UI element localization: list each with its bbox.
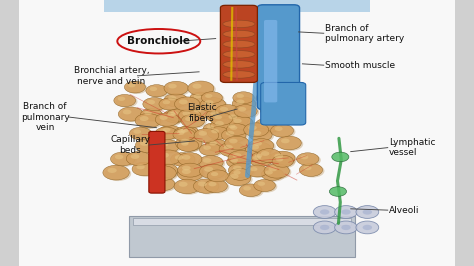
- Circle shape: [356, 206, 379, 218]
- Circle shape: [258, 150, 283, 164]
- Circle shape: [125, 81, 146, 93]
- Circle shape: [264, 105, 273, 110]
- Circle shape: [176, 136, 202, 151]
- Circle shape: [209, 128, 231, 140]
- Circle shape: [208, 110, 233, 124]
- Circle shape: [179, 182, 188, 187]
- Circle shape: [192, 107, 213, 119]
- Circle shape: [156, 140, 180, 153]
- Circle shape: [168, 84, 177, 89]
- Circle shape: [203, 158, 211, 163]
- Circle shape: [155, 180, 164, 184]
- Circle shape: [249, 153, 273, 166]
- Circle shape: [209, 171, 230, 183]
- Circle shape: [363, 209, 372, 215]
- Circle shape: [179, 168, 205, 182]
- Circle shape: [211, 172, 218, 176]
- Circle shape: [168, 110, 190, 122]
- Circle shape: [228, 157, 250, 169]
- Circle shape: [157, 151, 183, 166]
- Circle shape: [261, 168, 283, 181]
- Circle shape: [129, 127, 152, 140]
- Circle shape: [152, 167, 178, 182]
- Circle shape: [118, 107, 143, 121]
- Circle shape: [248, 125, 257, 130]
- Circle shape: [270, 151, 295, 165]
- Text: Smooth muscle: Smooth muscle: [325, 61, 395, 70]
- Circle shape: [167, 112, 175, 117]
- Circle shape: [241, 185, 264, 198]
- Circle shape: [300, 163, 322, 176]
- Circle shape: [228, 125, 249, 136]
- Circle shape: [154, 164, 180, 179]
- Circle shape: [201, 92, 222, 103]
- Circle shape: [142, 110, 164, 122]
- Circle shape: [256, 91, 282, 105]
- Circle shape: [232, 97, 256, 110]
- Circle shape: [253, 131, 261, 135]
- Circle shape: [150, 87, 157, 91]
- Circle shape: [251, 140, 276, 153]
- Circle shape: [266, 165, 292, 179]
- Text: Elastic
fibers: Elastic fibers: [187, 103, 216, 123]
- Circle shape: [215, 121, 224, 126]
- Circle shape: [175, 155, 183, 160]
- Circle shape: [174, 179, 200, 194]
- Circle shape: [203, 146, 211, 150]
- Circle shape: [192, 84, 201, 89]
- Circle shape: [268, 166, 277, 171]
- Circle shape: [224, 145, 233, 150]
- Circle shape: [181, 128, 188, 133]
- Circle shape: [146, 85, 167, 97]
- Circle shape: [179, 109, 201, 122]
- Circle shape: [178, 129, 186, 133]
- Circle shape: [261, 151, 269, 156]
- Circle shape: [118, 97, 125, 101]
- Text: Bronchial artery,
nerve and vein: Bronchial artery, nerve and vein: [73, 66, 149, 85]
- Circle shape: [137, 139, 163, 154]
- Circle shape: [207, 125, 214, 129]
- Ellipse shape: [223, 61, 255, 68]
- Circle shape: [341, 209, 351, 215]
- Circle shape: [221, 128, 246, 142]
- Circle shape: [174, 127, 196, 139]
- Circle shape: [194, 128, 219, 142]
- Circle shape: [272, 155, 293, 167]
- Circle shape: [233, 166, 242, 171]
- Circle shape: [135, 114, 161, 128]
- Circle shape: [263, 169, 285, 182]
- Circle shape: [155, 168, 164, 173]
- Circle shape: [228, 114, 237, 119]
- Circle shape: [190, 106, 211, 118]
- Circle shape: [155, 150, 182, 165]
- Circle shape: [164, 81, 188, 95]
- Circle shape: [247, 143, 273, 158]
- Circle shape: [233, 171, 241, 175]
- Circle shape: [303, 166, 311, 170]
- Circle shape: [137, 165, 145, 169]
- Circle shape: [114, 94, 136, 107]
- Text: Branch of
pulmonary artery: Branch of pulmonary artery: [325, 24, 404, 43]
- Circle shape: [254, 180, 275, 192]
- Circle shape: [262, 104, 288, 118]
- Circle shape: [148, 86, 169, 98]
- Circle shape: [313, 221, 336, 234]
- Circle shape: [164, 93, 188, 107]
- Circle shape: [237, 94, 244, 98]
- Circle shape: [229, 139, 237, 143]
- Circle shape: [157, 128, 180, 141]
- Circle shape: [341, 225, 351, 230]
- Circle shape: [161, 99, 182, 111]
- Circle shape: [229, 116, 253, 130]
- Text: Alveoli: Alveoli: [389, 206, 419, 215]
- Circle shape: [193, 179, 219, 193]
- Circle shape: [150, 166, 176, 181]
- Circle shape: [206, 139, 227, 151]
- Circle shape: [250, 144, 259, 150]
- Circle shape: [228, 151, 254, 165]
- Circle shape: [205, 94, 212, 98]
- Circle shape: [210, 141, 217, 146]
- Circle shape: [212, 114, 235, 126]
- Circle shape: [168, 96, 176, 101]
